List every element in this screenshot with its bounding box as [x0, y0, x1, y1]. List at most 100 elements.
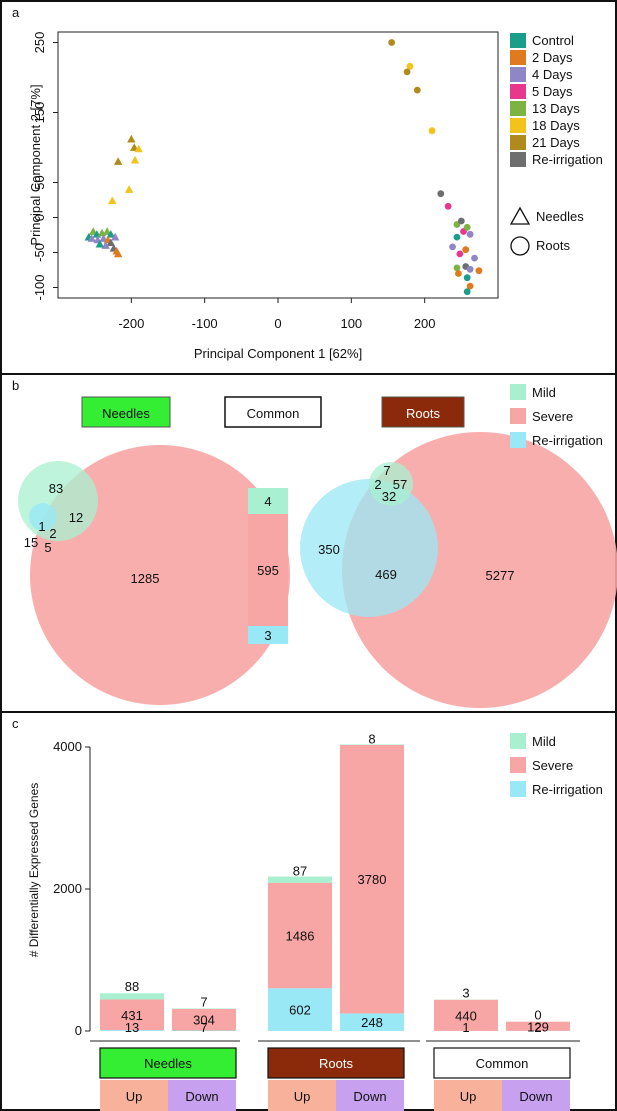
pca-legend-swatch: [510, 67, 526, 82]
pca-shape-legend-label: Roots: [536, 238, 570, 253]
bar-severe-value: 440: [455, 1008, 477, 1023]
pca-point-root: [457, 217, 465, 225]
roots-up-label: Up: [294, 1089, 311, 1104]
roots-up-box: [268, 1080, 336, 1111]
pca-legend-swatch: [510, 118, 526, 133]
venn-legend-mild-swatch: [510, 384, 526, 400]
pca-point-root: [406, 62, 414, 70]
pca-legend-label: 13 Days: [532, 101, 580, 116]
pca-y-tick-label: 150: [32, 102, 47, 124]
needles-header-label: Needles: [102, 406, 150, 421]
common-reirr-segment: [248, 626, 288, 644]
pca-point-root: [475, 267, 483, 275]
common-up-box: [434, 1080, 502, 1111]
pca-y-tick-label: -100: [32, 274, 47, 300]
venn-legend-mild-label: Mild: [532, 385, 556, 400]
pca-x-tick-label: -200: [118, 316, 144, 331]
pca-x-tick-label: 100: [340, 316, 362, 331]
bar-group-boxes: Needles Up Down Roots Up Down Common Up Down: [99, 1047, 571, 1111]
bar-legend-mild-label: Mild: [532, 734, 556, 749]
bar-reirr-segment: [100, 1030, 164, 1031]
bar-severe-segment: [506, 1021, 570, 1031]
pca-point-root: [428, 127, 436, 135]
pca-point-root: [437, 190, 445, 198]
roots-group-label: Roots: [319, 1056, 353, 1071]
pca-point-root: [388, 39, 396, 46]
bar-reirr-value: 602: [289, 1003, 311, 1018]
pca-legend-swatch: [510, 101, 526, 116]
pca-point-root: [449, 243, 456, 251]
deg-bar-chart: # Differentially Expressed Genes 0 2000 40…: [27, 731, 603, 1111]
pca-legend-label: 18 Days: [532, 118, 580, 133]
bar-severe-value: 1486: [286, 929, 315, 944]
roots-mild-circle: [369, 462, 413, 506]
pca-x-axis: -200 -100 0 100 200: [118, 298, 436, 331]
pca-points: [84, 39, 483, 296]
pca-legend-label: 4 Days: [532, 67, 573, 82]
bar-y-tick-label: 0: [75, 1023, 82, 1038]
roots-header-label: Roots: [406, 406, 440, 421]
pca-legend-swatch: [510, 152, 526, 167]
pca-point-root: [403, 68, 411, 76]
pca-y-tick-label: 250: [32, 32, 47, 54]
bar-y-tick-label: 2000: [53, 881, 82, 896]
pca-x-tick-label: 0: [274, 316, 281, 331]
common-up-label: Up: [460, 1089, 477, 1104]
bar-severe-segment: [340, 745, 404, 1014]
bar-severe-segment: [172, 1008, 236, 1031]
pca-point-root: [463, 223, 471, 231]
bar-reirr-segment: [268, 988, 332, 1031]
pca-point-root: [413, 86, 421, 94]
bar-legend-reirr-label: Re-irrigation: [532, 782, 603, 797]
pca-point-root: [453, 233, 461, 241]
pca-y-tick-label: 50: [32, 175, 47, 189]
pca-point-root: [456, 250, 464, 258]
venn-diagrams: Needles Common Roots 83 12 1 2 15 5 1285…: [18, 384, 617, 708]
pca-point-needle: [87, 234, 96, 242]
pca-x-tick-label: -100: [192, 316, 218, 331]
needles-down-box: [168, 1080, 236, 1111]
needles-down-label: Down: [185, 1089, 218, 1104]
common-group-box: [433, 1047, 571, 1079]
pca-x-tick-label: 200: [414, 316, 436, 331]
bar-severe-segment: [434, 999, 498, 1031]
pca-point-root: [466, 230, 474, 238]
bar-severe-value: 304: [193, 1013, 215, 1028]
roots-mild-only: 7: [383, 463, 390, 478]
pca-point-needle: [113, 157, 123, 165]
bar-stacks: [100, 744, 570, 1031]
pca-point-root: [462, 246, 470, 254]
bar-severe-segment: [100, 999, 164, 1031]
pca-y-axis: -100 -50 0 50 150 250: [32, 32, 58, 301]
pca-plot-area: [57, 31, 499, 299]
common-header-box: [224, 396, 322, 428]
pca-point-needle: [130, 155, 140, 164]
roots-down-label: Down: [353, 1089, 386, 1104]
needles-mild-circle: [18, 461, 98, 541]
pca-legend-label: 21 Days: [532, 135, 580, 150]
common-down-label: Down: [519, 1089, 552, 1104]
bar-severe-value: 431: [121, 1008, 143, 1023]
needles-severe-only: 1285: [131, 571, 160, 586]
pca-point-root: [444, 202, 452, 210]
bar-mild-value: 88: [125, 979, 139, 994]
pca-point-root: [466, 265, 474, 273]
roots-group-box: [267, 1047, 405, 1079]
roots-mild-severe: 32: [382, 489, 396, 504]
bar-mild-value: 87: [293, 864, 307, 879]
pca-point-needle: [106, 238, 115, 247]
pca-scatter-plot: -200 -100 0 100 200 -100 -50 0 50 150 250 Princip…: [28, 31, 603, 361]
pca-legend-swatch: [510, 135, 526, 150]
common-mild-value: 4: [264, 494, 271, 509]
bar-reirr-value: 7: [200, 1020, 207, 1035]
needles-header-box: [81, 396, 171, 428]
bar-reirr-value: 13: [125, 1020, 139, 1035]
needles-up-label: Up: [126, 1089, 143, 1104]
pca-y-tick-label: -50: [32, 243, 47, 262]
common-severe-segment: [248, 514, 288, 626]
common-mild-segment: [248, 488, 288, 514]
bar-y-tick-label: 4000: [53, 739, 82, 754]
panel-label-b: b: [12, 378, 19, 393]
needles-mild-reirr: 1: [38, 519, 45, 534]
common-group-label: Common: [476, 1056, 529, 1071]
